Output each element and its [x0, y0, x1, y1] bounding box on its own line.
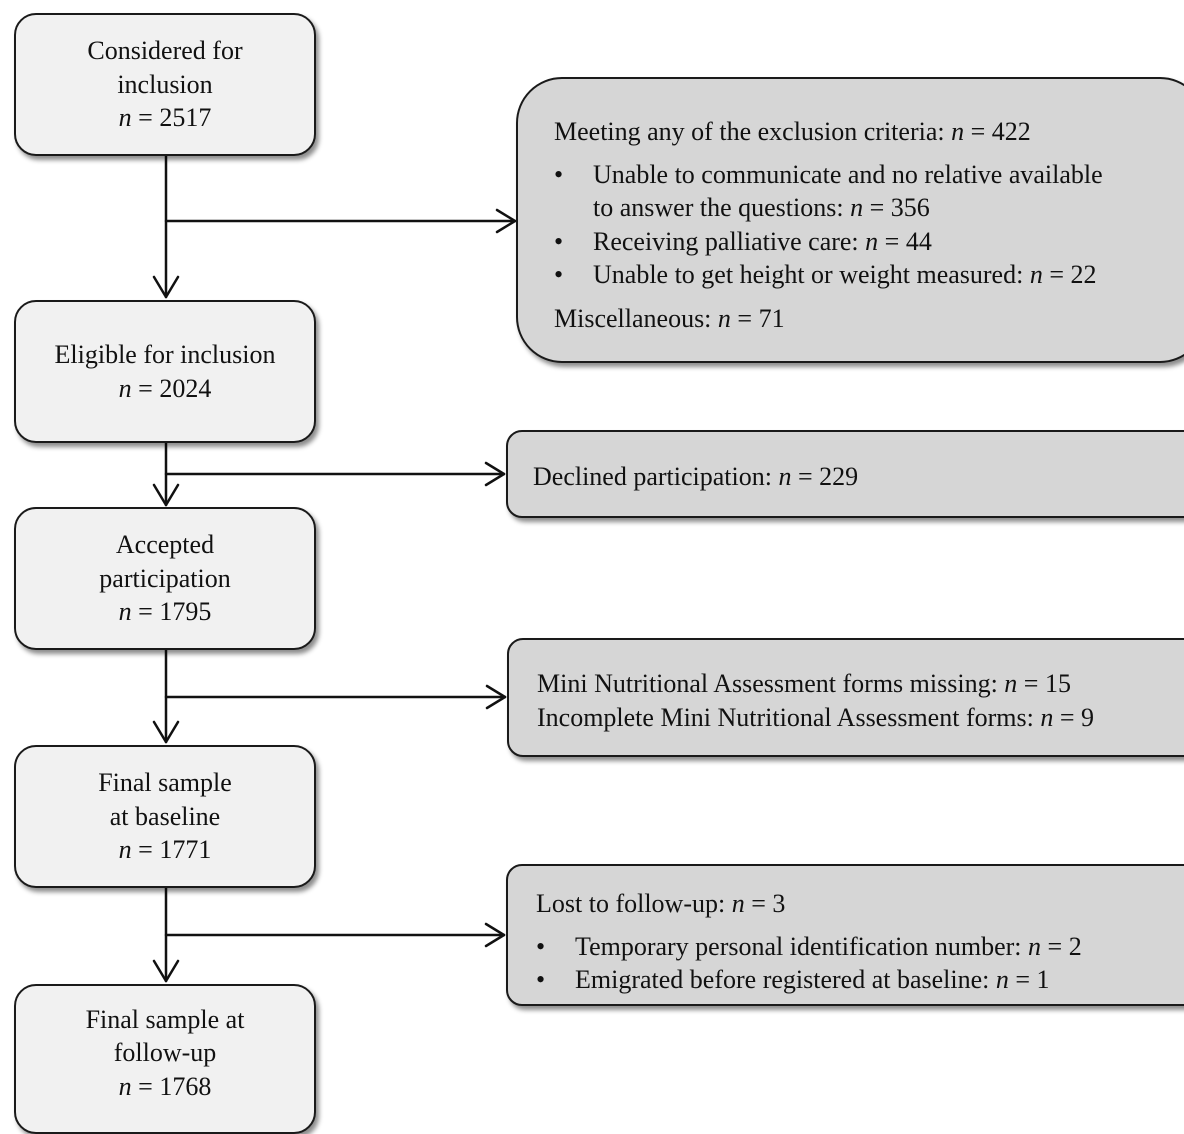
list-item: Temporary personal identification number…: [536, 930, 1184, 964]
followup-line1: Final sample at: [85, 1004, 245, 1034]
exclusion-list: Unable to communicate and no relative av…: [554, 158, 1184, 292]
list-item: Unable to get height or weight measured:…: [554, 258, 1184, 292]
eligible-count: n = 2024: [118, 373, 212, 403]
mna-missing: Mini Nutritional Assessment forms missin…: [537, 669, 1071, 698]
accepted-line2: participation: [99, 563, 231, 593]
list-item: Emigrated before registered at baseline:…: [536, 963, 1184, 997]
lost-list: Temporary personal identification number…: [536, 930, 1184, 997]
exclusion-heading: Meeting any of the exclusion criteria: n…: [554, 117, 1031, 146]
mna-incomplete: Incomplete Mini Nutritional Assessment f…: [537, 702, 1095, 732]
considered-count: n = 2517: [118, 103, 212, 133]
declined-text: Declined participation: n = 229: [533, 462, 859, 491]
arrowhead-mna: [485, 684, 507, 710]
box-accepted: Accepted participation n = 1795: [14, 507, 316, 650]
box-eligible: Eligible for inclusion n = 2024: [14, 300, 316, 443]
arrowhead-declined: [484, 461, 506, 487]
arrowhead-eligible: [152, 275, 180, 299]
baseline-line1: Final sample: [98, 768, 232, 798]
list-item: Unable to communicate and no relative av…: [554, 158, 1184, 225]
followup-count: n = 1768: [118, 1071, 212, 1101]
box-baseline: Final sample at baseline n = 1771: [14, 745, 316, 888]
arrowhead-lost: [484, 922, 506, 948]
exclusion-misc: Miscellaneous: n = 71: [554, 303, 785, 333]
box-lost-followup: Lost to follow-up: n = 3 Temporary perso…: [506, 864, 1184, 1006]
box-mna: Mini Nutritional Assessment forms missin…: [507, 638, 1184, 757]
accepted-line1: Accepted: [115, 530, 215, 560]
list-item: Receiving palliative care: n = 44: [554, 225, 1184, 259]
eligible-line1: Eligible for inclusion: [54, 340, 276, 369]
considered-line1: Considered for: [87, 36, 243, 66]
baseline-count: n = 1771: [118, 835, 212, 865]
box-followup: Final sample at follow-up n = 1768: [14, 984, 316, 1134]
arrowhead-exclusion-criteria: [495, 208, 517, 234]
arrowhead-followup: [152, 959, 180, 983]
accepted-count: n = 1795: [118, 597, 212, 627]
followup-line2: follow-up: [113, 1038, 217, 1068]
baseline-line2: at baseline: [109, 801, 221, 831]
box-considered: Considered for inclusion n = 2517: [14, 13, 316, 156]
considered-line2: inclusion: [117, 69, 213, 99]
arrowhead-accepted: [152, 483, 180, 507]
box-exclusion-criteria: Meeting any of the exclusion criteria: n…: [516, 77, 1184, 363]
lost-heading: Lost to follow-up: n = 3: [536, 889, 786, 918]
box-declined: Declined participation: n = 229: [506, 430, 1184, 518]
arrowhead-baseline: [152, 720, 180, 744]
